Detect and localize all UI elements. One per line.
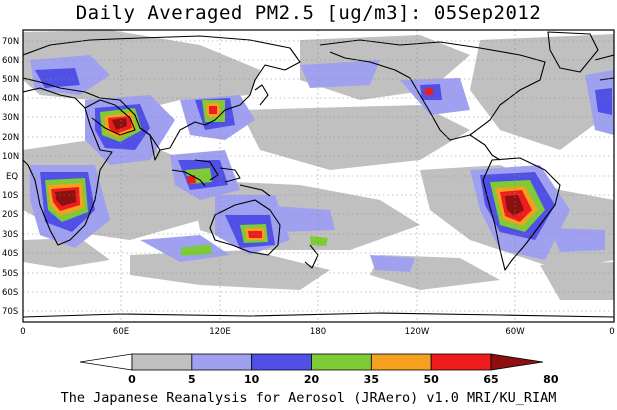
lon-label: 0 <box>20 327 25 337</box>
colorbar-label: 35 <box>364 373 379 386</box>
colorbar-label: 20 <box>304 373 320 386</box>
lat-label: 10S <box>2 191 18 201</box>
colorbar-segment <box>370 353 432 371</box>
colorbar-segment <box>490 353 544 371</box>
colorbar: 0 5 10 20 35 50 65 80 <box>79 353 559 386</box>
lat-label: EQ <box>6 172 18 182</box>
colorbar-label: 5 <box>188 373 196 386</box>
lat-label: 30N <box>2 113 19 123</box>
colorbar-segment <box>430 353 492 371</box>
colorbar-segment <box>191 353 253 371</box>
lat-label: 70N <box>2 37 19 47</box>
lat-label: 50S <box>2 269 18 279</box>
colorbar-segment <box>79 353 133 371</box>
colorbar-segment <box>311 353 372 371</box>
lat-label: 20S <box>2 210 18 220</box>
lon-label: 60W <box>505 327 525 337</box>
latitude-labels: 70N 60N 50N 40N 30N 20N 10N EQ 10S 20S 3… <box>2 37 19 317</box>
lon-label: 120E <box>209 327 231 337</box>
colorbar-label: 80 <box>543 373 559 386</box>
lat-label: 40N <box>2 94 19 104</box>
lon-label: 0 <box>609 327 614 337</box>
footer-credit: The Japanese Reanalysis for Aerosol (JRA… <box>60 390 557 406</box>
map-title: Daily Averaged PM2.5 [ug/m3]: 05Sep2012 <box>75 2 542 24</box>
lon-label: 120W <box>405 327 430 337</box>
lat-label: 40S <box>2 249 18 259</box>
colorbar-label: 10 <box>244 373 260 386</box>
lat-label: 10N <box>2 152 19 162</box>
colorbar-segment <box>251 353 312 371</box>
longitude-labels: 0 60E 120E 180 120W 60W 0 <box>20 327 614 337</box>
lat-label: 70S <box>2 307 18 317</box>
coastlines <box>23 31 614 318</box>
lon-label: 180 <box>310 327 326 337</box>
colorbar-label: 65 <box>483 373 498 386</box>
lat-label: 60S <box>2 288 18 298</box>
lat-label: 50N <box>2 75 19 85</box>
pm25-level-over-80 <box>55 118 524 216</box>
colorbar-label: 50 <box>424 373 440 386</box>
colorbar-label: 0 <box>128 373 136 386</box>
lat-label: 30S <box>2 230 18 240</box>
lat-label: 60N <box>2 56 19 66</box>
lat-label: 20N <box>2 133 19 143</box>
lon-label: 60E <box>113 327 129 337</box>
map-frame <box>22 29 615 323</box>
colorbar-segment <box>131 353 193 371</box>
gridlines <box>23 30 614 322</box>
